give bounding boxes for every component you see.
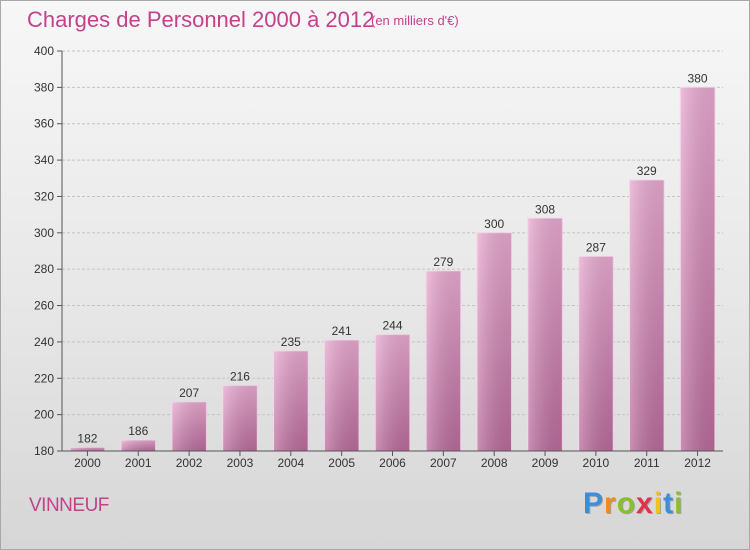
value-label-2011: 329 bbox=[637, 164, 657, 178]
y-tick-label-220: 220 bbox=[34, 371, 54, 385]
x-tick-label-2002: 2002 bbox=[176, 456, 203, 470]
axis-layer: 180 200 220 240 260 280 300 320 340 360 380 400 2000… bbox=[34, 44, 723, 470]
bar-shade-2006 bbox=[375, 334, 410, 451]
chart-title: Charges de Personnel 2000 à 2012 bbox=[27, 7, 375, 32]
value-label-2001: 186 bbox=[128, 424, 148, 438]
value-label-2006: 244 bbox=[382, 319, 402, 333]
x-tick-label-2004: 2004 bbox=[277, 456, 304, 470]
bar-shade-2001 bbox=[120, 440, 156, 451]
value-label-2007: 279 bbox=[433, 255, 453, 269]
x-tick-label-2008: 2008 bbox=[481, 456, 508, 470]
bar-shade-2008 bbox=[476, 232, 512, 451]
x-tick-label-2012: 2012 bbox=[684, 456, 711, 470]
value-label-2005: 241 bbox=[332, 324, 352, 338]
value-label-2003: 216 bbox=[230, 370, 250, 384]
logo-letter: o bbox=[616, 487, 637, 520]
value-label-2012: 380 bbox=[688, 71, 708, 85]
y-tick-label-360: 360 bbox=[34, 117, 54, 131]
value-label-2010: 287 bbox=[586, 240, 606, 254]
bar-shade-2000 bbox=[70, 447, 105, 451]
value-label-2008: 300 bbox=[484, 217, 504, 231]
y-tick-label-320: 320 bbox=[34, 189, 54, 203]
y-tick-label-180: 180 bbox=[34, 444, 54, 458]
logo-letter: i bbox=[653, 487, 664, 520]
x-tick-label-2001: 2001 bbox=[125, 456, 152, 470]
x-tick-label-2011: 2011 bbox=[634, 456, 660, 470]
x-tick-label-2007: 2007 bbox=[430, 456, 457, 470]
logo-letter: i bbox=[674, 487, 684, 520]
x-tick-label-2010: 2010 bbox=[583, 456, 610, 470]
bar-shade-2009 bbox=[527, 218, 563, 451]
y-tick-label-340: 340 bbox=[34, 153, 54, 167]
x-tick-label-2000: 2000 bbox=[74, 456, 101, 470]
logo-letter: t bbox=[663, 487, 675, 520]
value-label-2009: 308 bbox=[535, 202, 555, 216]
logo-letter: r bbox=[604, 487, 617, 520]
y-tick-label-300: 300 bbox=[34, 226, 54, 240]
bar-layer: 182 186 207 216 235 241 244 279 300 308 287 329 380 bbox=[69, 71, 716, 452]
y-tick-label-260: 260 bbox=[34, 299, 54, 313]
value-label-2000: 182 bbox=[77, 431, 97, 445]
x-tick-label-2003: 2003 bbox=[227, 456, 254, 470]
bar-shade-2005 bbox=[324, 340, 359, 451]
value-label-2004: 235 bbox=[281, 335, 301, 349]
value-label-2002: 207 bbox=[179, 386, 199, 400]
bar-shade-2010 bbox=[578, 256, 614, 451]
x-tick-label-2009: 2009 bbox=[532, 456, 559, 470]
bar-shade-2007 bbox=[426, 271, 461, 451]
logo-letter: P bbox=[583, 487, 605, 520]
bar-shade-2011 bbox=[629, 180, 665, 451]
logo-letter: x bbox=[636, 487, 654, 520]
bar-shade-2012 bbox=[680, 87, 715, 451]
bar-shade-2003 bbox=[222, 385, 258, 451]
x-tick-label-2006: 2006 bbox=[379, 456, 406, 470]
y-tick-label-240: 240 bbox=[34, 335, 54, 349]
proxiti-logo: Proxiti bbox=[583, 487, 683, 521]
y-tick-label-400: 400 bbox=[34, 44, 54, 58]
y-tick-label-200: 200 bbox=[34, 408, 54, 422]
y-tick-label-280: 280 bbox=[34, 262, 54, 276]
bar-shade-2002 bbox=[171, 401, 207, 451]
x-tick-label-2005: 2005 bbox=[328, 456, 355, 470]
chart-subtitle: (en milliers d'€) bbox=[371, 13, 459, 28]
bar-shade-2004 bbox=[273, 351, 309, 451]
location-label: VINNEUF bbox=[29, 495, 109, 516]
y-tick-label-380: 380 bbox=[34, 80, 54, 94]
